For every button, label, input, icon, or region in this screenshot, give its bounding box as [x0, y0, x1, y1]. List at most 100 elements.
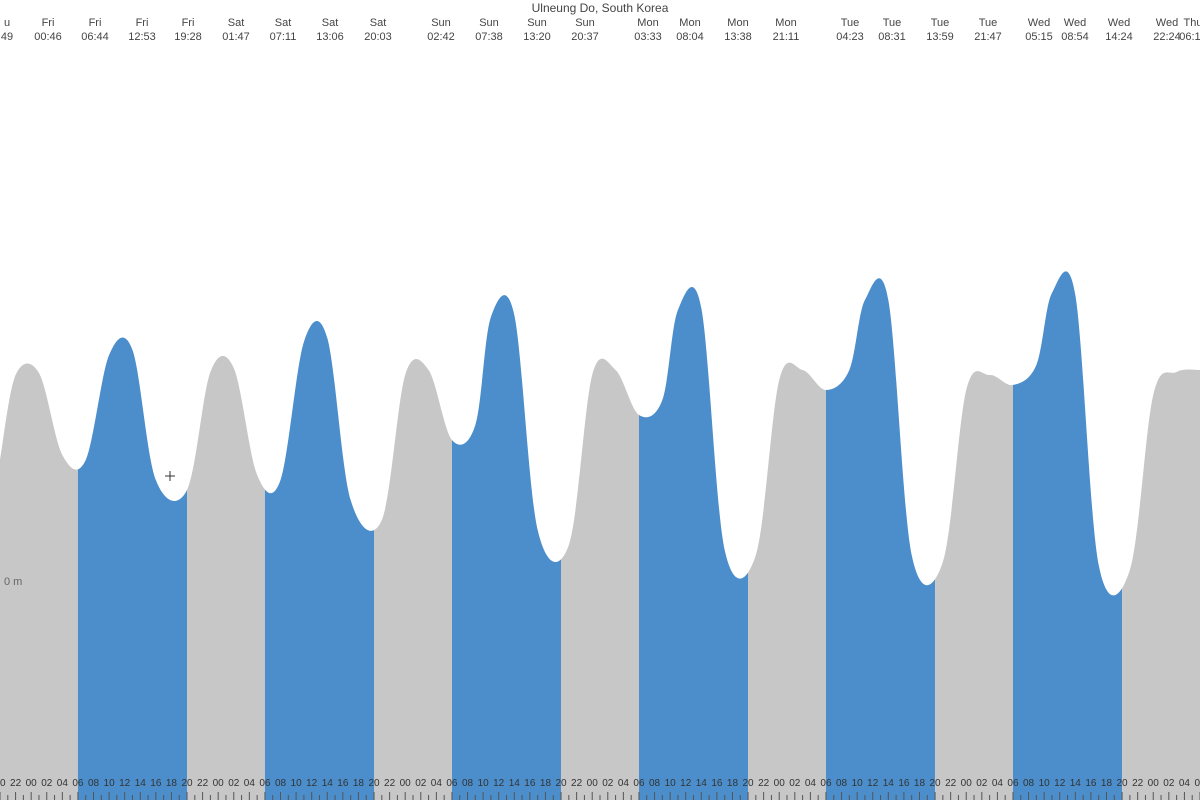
x-tick-label: 16 [150, 778, 162, 789]
header-day: Fri [89, 17, 102, 29]
header-day: Fri [182, 17, 195, 29]
x-tick-label: 04 [805, 778, 817, 789]
x-tick-label: 20 [1117, 778, 1129, 789]
x-tick-label: 18 [727, 778, 739, 789]
header-day: Sun [575, 17, 595, 29]
header-day: Sun [527, 17, 547, 29]
header-day: Wed [1156, 17, 1178, 29]
x-tick-label: 04 [244, 778, 256, 789]
header-time: 14:24 [1105, 31, 1133, 43]
x-tick-label: 08 [88, 778, 100, 789]
x-tick-label: 22 [945, 778, 957, 789]
header-day: Sun [431, 17, 451, 29]
header-day: Mon [727, 17, 748, 29]
tide-chart-svg: 0 mUlneung Do, South KoreauFriFriFriFriS… [0, 0, 1200, 800]
x-tick-label: 02 [1163, 778, 1175, 789]
x-tick-label: 02 [602, 778, 614, 789]
header-day: Sat [275, 17, 292, 29]
header-time: 21:11 [773, 31, 800, 43]
header-day: Tue [883, 17, 902, 29]
x-tick-label: 00 [587, 778, 599, 789]
header-time: 20:03 [364, 31, 392, 43]
header-day: Tue [931, 17, 950, 29]
x-tick-label: 20 [0, 778, 6, 789]
x-tick-label: 02 [228, 778, 240, 789]
x-tick-label: 02 [415, 778, 427, 789]
x-tick-label: 18 [353, 778, 365, 789]
header-time: 13:06 [316, 31, 344, 43]
header-time: 20:37 [571, 31, 599, 43]
x-tick-label: 08 [1023, 778, 1035, 789]
x-tick-label: 10 [104, 778, 116, 789]
header-time: 06:44 [81, 31, 109, 43]
x-tick-label: 06 [259, 778, 271, 789]
x-tick-label: 10 [852, 778, 864, 789]
x-tick-label: 08 [836, 778, 848, 789]
x-tick-label: 10 [478, 778, 490, 789]
x-tick-label: 14 [1070, 778, 1082, 789]
x-tick-label: 08 [649, 778, 661, 789]
header-day: Fri [42, 17, 55, 29]
header-day: Wed [1028, 17, 1050, 29]
x-tick-label: 04 [618, 778, 630, 789]
x-tick-label: 20 [742, 778, 754, 789]
x-tick-label: 00 [961, 778, 973, 789]
x-tick-label: 06 [820, 778, 832, 789]
x-tick-label: 06 [1194, 778, 1200, 789]
x-tick-label: 16 [337, 778, 349, 789]
x-tick-label: 16 [711, 778, 723, 789]
header-time: 21:47 [974, 31, 1002, 43]
header-time: 06:18 [1179, 31, 1200, 43]
x-tick-label: 04 [57, 778, 69, 789]
x-tick-label: 12 [493, 778, 505, 789]
header-day: Wed [1064, 17, 1086, 29]
x-tick-label: 16 [898, 778, 910, 789]
tide-chart: 0 mUlneung Do, South KoreauFriFriFriFriS… [0, 0, 1200, 800]
x-tick-label: 08 [462, 778, 474, 789]
x-tick-label: 14 [696, 778, 708, 789]
x-tick-label: 22 [1132, 778, 1144, 789]
x-tick-label: 00 [26, 778, 38, 789]
header-day: Mon [679, 17, 700, 29]
x-tick-label: 08 [275, 778, 287, 789]
header-day: Thu [1184, 17, 1200, 29]
x-tick-label: 00 [213, 778, 225, 789]
x-tick-label: 12 [680, 778, 692, 789]
x-tick-label: 20 [930, 778, 942, 789]
x-tick-label: 04 [1179, 778, 1191, 789]
header-time: 00:46 [34, 31, 62, 43]
x-tick-label: 10 [1039, 778, 1051, 789]
header-time: 19:28 [174, 31, 202, 43]
x-tick-label: 18 [914, 778, 926, 789]
x-tick-label: 22 [758, 778, 770, 789]
x-tick-label: 14 [883, 778, 895, 789]
header-time: 13:20 [523, 31, 551, 43]
x-tick-label: 14 [509, 778, 521, 789]
x-tick-label: 22 [197, 778, 209, 789]
x-tick-label: 18 [540, 778, 552, 789]
header-day: Sat [322, 17, 339, 29]
header-day: Sat [370, 17, 387, 29]
chart-title: Ulneung Do, South Korea [532, 1, 669, 15]
x-tick-label: 02 [789, 778, 801, 789]
x-tick-label: 00 [774, 778, 786, 789]
header-day: Sun [479, 17, 499, 29]
x-tick-label: 20 [555, 778, 567, 789]
x-tick-label: 06 [72, 778, 84, 789]
header-time: 08:04 [676, 31, 704, 43]
header-time: 07:11 [270, 31, 297, 43]
header-time: 03:33 [634, 31, 662, 43]
header-time: 01:47 [222, 31, 250, 43]
header-time: 49 [1, 31, 13, 43]
header-time: 05:15 [1025, 31, 1053, 43]
x-tick-label: 02 [41, 778, 53, 789]
header-time: 02:42 [427, 31, 455, 43]
header-day: Tue [841, 17, 860, 29]
header-time: 08:54 [1061, 31, 1089, 43]
header-day: Mon [637, 17, 658, 29]
x-tick-label: 10 [665, 778, 677, 789]
x-tick-label: 04 [992, 778, 1004, 789]
x-tick-label: 20 [368, 778, 380, 789]
x-tick-label: 04 [431, 778, 443, 789]
x-tick-label: 14 [322, 778, 334, 789]
